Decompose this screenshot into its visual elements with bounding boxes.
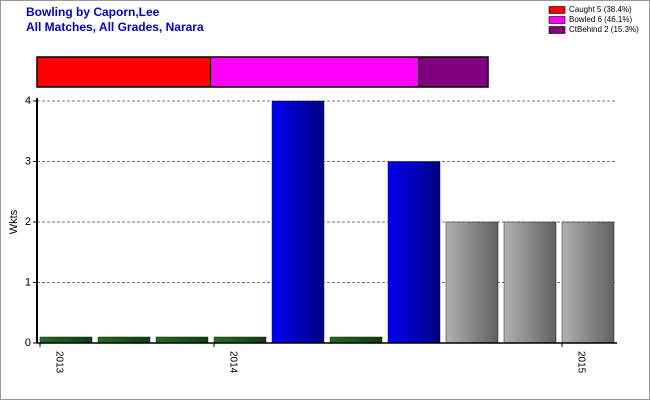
y-axis-label: Wkts — [8, 209, 20, 234]
legend-swatch — [548, 26, 566, 34]
segment — [418, 56, 489, 88]
x-tick-label: 2014 — [227, 351, 238, 374]
y-tick-label: 1 — [25, 276, 31, 288]
segment — [210, 56, 420, 88]
legend-swatch — [548, 16, 566, 24]
bar — [155, 336, 209, 344]
segment-frame — [36, 56, 489, 88]
y-tick-label: 2 — [25, 216, 31, 228]
bar — [39, 336, 93, 344]
bar — [387, 161, 441, 344]
bar — [561, 221, 615, 344]
chart-title: Bowling by Caporn,Lee — [26, 5, 160, 19]
bar — [445, 221, 499, 344]
segment — [36, 56, 212, 88]
chart-subtitle: All Matches, All Grades, Narara — [26, 20, 204, 34]
bar — [97, 336, 151, 344]
legend-label: CtBehind 2 (15.3%) — [569, 25, 639, 34]
bar — [213, 336, 267, 344]
bar — [271, 100, 325, 344]
x-tick-label: 2015 — [575, 351, 586, 374]
y-tick-label: 0 — [25, 337, 31, 349]
y-tick-label: 4 — [25, 95, 31, 107]
y-tick-label: 3 — [25, 155, 31, 167]
legend-label: Bowled 6 (46.1%) — [569, 15, 632, 24]
bar — [503, 221, 557, 344]
legend-label: Caught 5 (38.4%) — [569, 5, 632, 14]
legend-swatch — [548, 6, 566, 14]
bar — [329, 336, 383, 344]
x-tick-label: 2013 — [53, 351, 64, 374]
